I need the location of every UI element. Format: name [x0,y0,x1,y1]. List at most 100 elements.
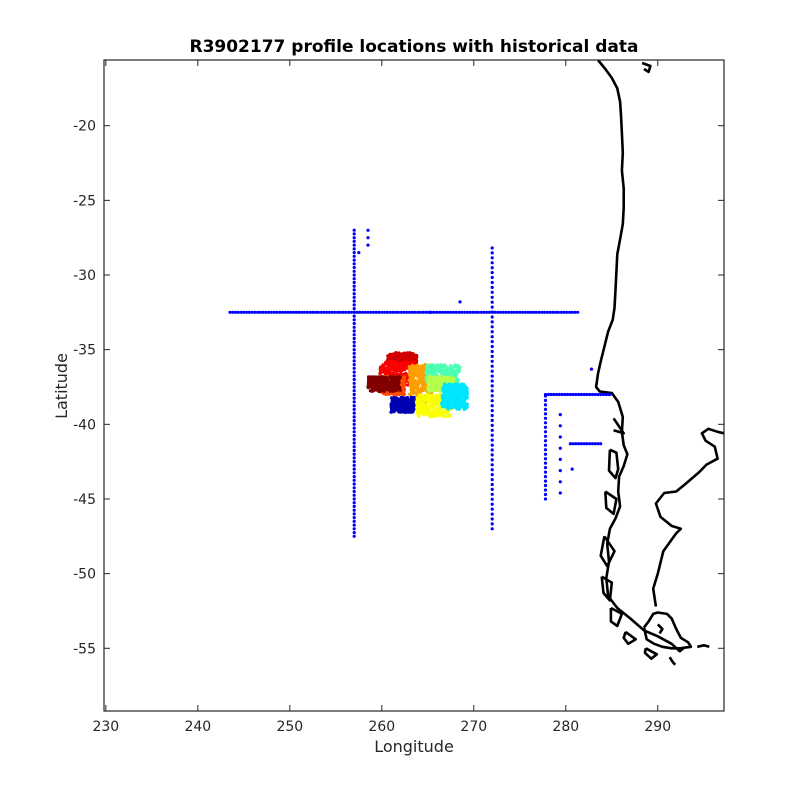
float-profile-point [407,365,412,369]
float-profile-point [397,391,402,395]
historical-point [490,409,494,413]
float-profile-point [458,392,462,397]
historical-point [490,354,494,358]
historical-point [490,374,494,378]
float-profile-point [391,360,395,364]
historical-point [490,413,494,418]
x-axis-label: Longitude [374,737,454,756]
historical-point [546,392,550,397]
historical-point [250,310,254,314]
historical-point [352,501,356,505]
float-profile-point [420,377,424,382]
historical-point [352,430,356,434]
historical-point [352,445,356,449]
float-profile-point [412,365,417,369]
float-profile-point [410,360,414,364]
y-tick-label: -30 [73,268,96,284]
historical-point [410,310,414,314]
float-profile-point [399,364,404,369]
historical-point [515,310,519,314]
float-profile-point [454,406,458,410]
historical-point [352,460,356,464]
coastline-segment [604,490,618,516]
float-profile-point [456,383,460,387]
historical-point [490,261,494,265]
float-profile-point [439,367,443,371]
float-profile-point [445,410,450,415]
historical-point [388,310,392,314]
float-profile-point [457,388,461,393]
float-profile-point [417,404,421,408]
x-tick-label: 240 [184,719,211,735]
historical-point [253,310,257,314]
float-profile-point [409,388,413,392]
float-profile-point [453,374,458,378]
float-profile-point [411,357,415,361]
float-profile-point [451,368,455,373]
historical-point [352,381,356,385]
float-profile-point [456,396,460,400]
historical-point [490,423,494,427]
historical-point [297,310,301,314]
float-profile-point [428,371,433,375]
float-profile-point [464,403,468,407]
x-tick-label: 230 [92,719,119,735]
float-profile-point [417,409,421,413]
historical-point [585,392,589,397]
historical-point [490,290,494,294]
float-profile-point [410,381,414,385]
historical-point [582,392,586,397]
historical-point [352,295,356,299]
float-profile-point [426,388,431,392]
historical-point [558,413,562,417]
historical-point [352,344,356,348]
historical-point [231,310,235,314]
historical-point [352,531,356,535]
historical-point [543,483,548,488]
float-profile-point [406,356,410,360]
historical-point [352,422,356,426]
float-profile-point [456,370,460,374]
float-profile-point [441,410,445,415]
historical-point [352,333,356,337]
historical-points-layer [228,228,612,538]
historical-point [543,492,548,497]
float-profile-point [391,375,395,379]
historical-point [352,292,356,296]
historical-point [596,442,600,446]
historical-point [490,315,494,319]
historical-point [490,487,494,491]
historical-point [443,310,447,314]
float-profile-point [377,380,382,384]
historical-point [413,310,417,314]
float-profile-point [415,396,420,400]
float-profile-point [449,363,453,368]
historical-point [490,394,494,398]
historical-point [352,355,356,359]
float-profile-point [417,379,422,383]
historical-point [490,246,494,250]
historical-point [557,392,561,397]
float-profile-point [413,379,417,383]
historical-point [280,310,285,314]
historical-point [485,310,489,314]
float-profile-point [447,372,451,377]
float-profile-point [442,398,446,403]
historical-point [490,251,494,255]
float-profile-point [445,389,449,393]
historical-point [543,421,548,425]
float-profile-point [441,387,445,391]
float-profile-point [404,353,409,357]
historical-point [352,251,356,255]
historical-point [604,392,608,397]
float-profile-point [433,370,437,374]
historical-point [352,262,356,266]
historical-point [596,392,600,397]
historical-point [476,310,480,314]
historical-point [366,228,370,232]
historical-point [487,310,491,314]
float-profile-point [415,372,420,377]
float-profile-point [428,397,432,401]
historical-point [490,330,494,334]
historical-point [543,452,548,456]
